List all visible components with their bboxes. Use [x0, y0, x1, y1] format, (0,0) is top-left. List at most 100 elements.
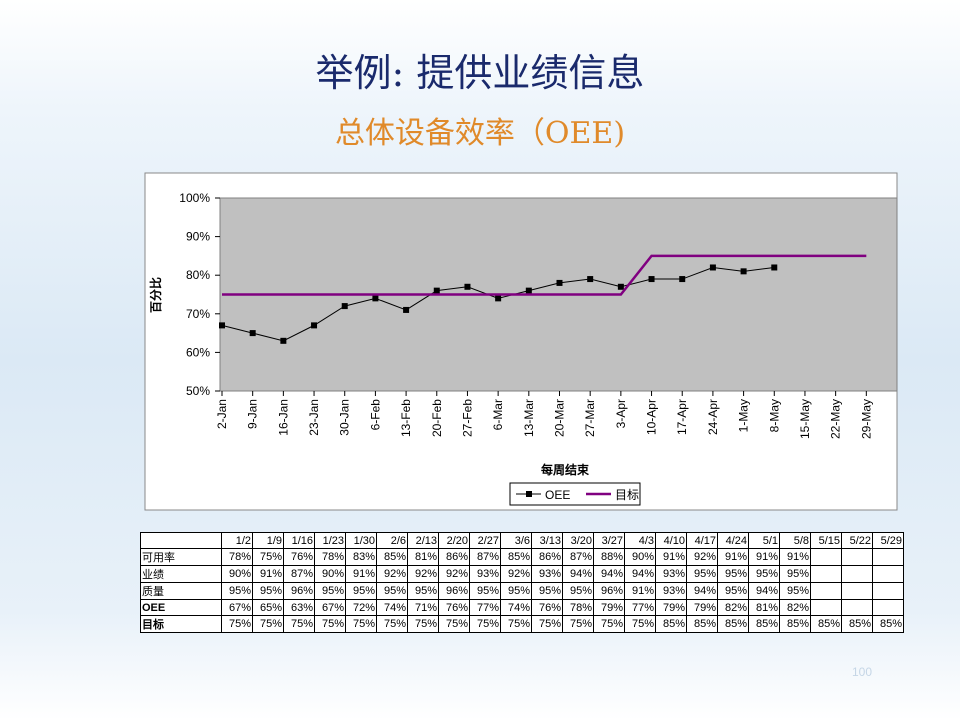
table-cell: 75% — [469, 615, 501, 633]
table-cell: 76% — [531, 599, 563, 616]
column-header: 5/8 — [779, 532, 811, 549]
table-cell — [841, 548, 873, 566]
table-cell: 75% — [500, 615, 532, 633]
marker — [740, 268, 747, 275]
x-tick-label: 6-Feb — [368, 399, 382, 431]
table-cell — [810, 599, 842, 616]
table-row: 业绩 90% 91% 87% 90% 91% 92% 92% 92% 93% 92% 93% 94% 94… — [140, 565, 904, 583]
y-tick-label: 80% — [186, 268, 210, 282]
table-cell: 71% — [407, 599, 439, 616]
table-cell: 72% — [345, 599, 377, 616]
marker — [495, 295, 502, 302]
table-cell: 85% — [779, 615, 811, 633]
marker — [311, 322, 318, 329]
column-header: 5/1 — [748, 532, 780, 549]
x-tick-label: 27-Feb — [460, 399, 474, 437]
table-row: 可用率 78% 75% 76% 78% 83% 85% 81% 86% 87% 85% 86% 87% 8… — [140, 548, 904, 566]
table-cell — [810, 548, 842, 566]
column-header: 3/13 — [531, 532, 563, 549]
table-row: OEE 67% 65% 63% 67% 72% 74% 71% 76% 77% 74% 76% 78% 7… — [140, 599, 904, 616]
table-cell: 91% — [252, 565, 284, 583]
x-tick-label: 1-May — [737, 399, 751, 432]
table-cell: 85% — [500, 548, 532, 566]
column-header: 2/6 — [376, 532, 408, 549]
table-cell — [841, 599, 873, 616]
table-cell: 85% — [717, 615, 749, 633]
column-header: 1/9 — [252, 532, 284, 549]
x-tick-label: 13-Feb — [399, 399, 413, 437]
y-tick-label: 70% — [186, 307, 210, 321]
table-cell — [872, 599, 904, 616]
table-cell: 87% — [562, 548, 594, 566]
table-cell: 67% — [221, 599, 253, 616]
table-cell: 81% — [407, 548, 439, 566]
table-cell: 92% — [376, 565, 408, 583]
table-row: 目标 75% 75% 75% 75% 75% 75% 75% 75% 75% 75% 75% 75% 75… — [140, 615, 904, 633]
x-tick-label: 17-Apr — [675, 399, 689, 435]
x-tick-label: 3-Apr — [614, 399, 628, 428]
table-cell: 95% — [376, 582, 408, 600]
table-cell — [841, 565, 873, 583]
marker — [709, 264, 716, 271]
row-label: 业绩 — [140, 565, 222, 583]
column-header: 5/22 — [841, 532, 873, 549]
table-cell: 90% — [624, 548, 656, 566]
x-tick-label: 20-Mar — [553, 399, 567, 437]
table-cell: 75% — [283, 615, 315, 633]
x-tick-label: 10-Apr — [645, 399, 659, 435]
table-cell: 78% — [562, 599, 594, 616]
table-cell: 95% — [314, 582, 346, 600]
column-header: 2/20 — [438, 532, 470, 549]
series-line — [222, 254, 867, 296]
table-cell: 75% — [345, 615, 377, 633]
table-cell: 75% — [221, 615, 253, 633]
table-cell: 65% — [252, 599, 284, 616]
row-label: 目标 — [140, 615, 222, 633]
table-cell: 87% — [283, 565, 315, 583]
table-cell: 95% — [345, 582, 377, 600]
row-label: 质量 — [140, 582, 222, 600]
table-cell: 94% — [562, 565, 594, 583]
table-cell: 94% — [593, 565, 625, 583]
page-number: 100 — [852, 665, 873, 679]
table-cell: 79% — [593, 599, 625, 616]
y-tick-label: 100% — [179, 191, 210, 205]
marker — [587, 276, 594, 283]
legend-label: OEE — [545, 488, 570, 502]
marker — [280, 337, 287, 344]
x-tick-label: 9-Jan — [246, 399, 260, 429]
table-cell: 95% — [221, 582, 253, 600]
table-cell — [872, 565, 904, 583]
table-cell: 92% — [407, 565, 439, 583]
table-cell: 74% — [376, 599, 408, 616]
column-header: 5/15 — [810, 532, 842, 549]
legend-label: 目标 — [615, 488, 639, 502]
x-axis-label: 每周结束 — [541, 462, 590, 477]
y-tick-label: 60% — [186, 345, 210, 359]
table-cell: 94% — [748, 582, 780, 600]
table-cell: 94% — [624, 565, 656, 583]
column-header: 3/6 — [500, 532, 532, 549]
table-cell: 92% — [686, 548, 718, 566]
table-cell: 85% — [748, 615, 780, 633]
table-cell: 95% — [407, 582, 439, 600]
x-tick-label: 30-Jan — [338, 399, 352, 436]
table-cell: 92% — [500, 565, 532, 583]
data-table: 1/2 1/9 1/16 1/23 1/30 2/6 2/13 2/20 2/27 3/6 3/13… — [140, 532, 904, 633]
table-cell: 87% — [469, 548, 501, 566]
table-cell: 95% — [717, 565, 749, 583]
table-cell: 81% — [748, 599, 780, 616]
column-header: 5/29 — [872, 532, 904, 549]
table-cell: 85% — [376, 548, 408, 566]
table-cell: 76% — [438, 599, 470, 616]
marker — [341, 303, 348, 310]
table-cell: 91% — [779, 548, 811, 566]
table-cell: 83% — [345, 548, 377, 566]
marker — [525, 287, 532, 294]
table-cell: 96% — [593, 582, 625, 600]
table-cell: 93% — [531, 565, 563, 583]
table-cell: 95% — [469, 582, 501, 600]
y-axis-label: 百分比 — [148, 277, 163, 313]
x-tick-label: 20-Feb — [430, 399, 444, 437]
